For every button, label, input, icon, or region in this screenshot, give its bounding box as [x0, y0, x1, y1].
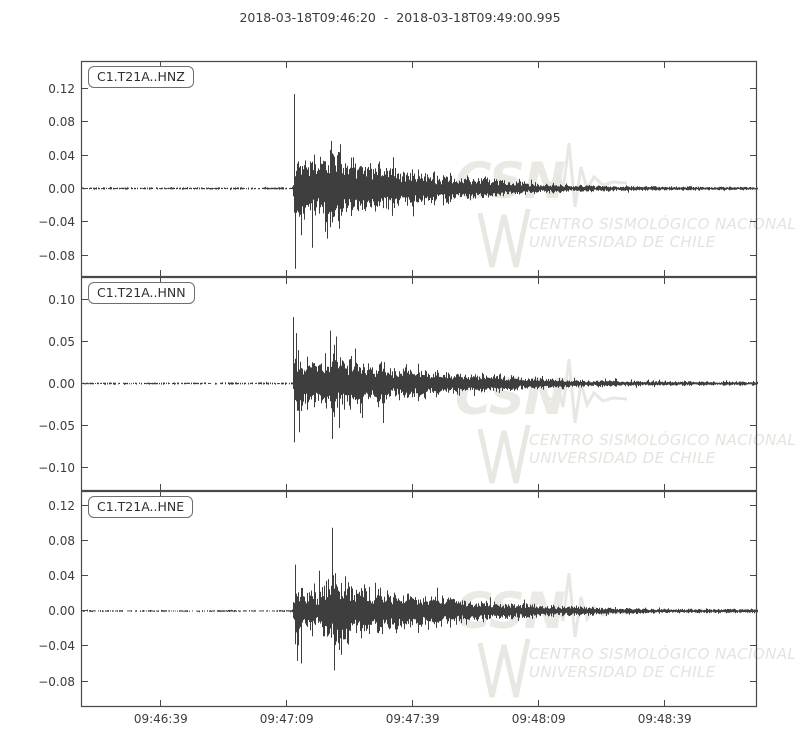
y-tick-label: −0.10	[38, 460, 75, 475]
figure-title: 2018-03-18T09:46:20 - 2018-03-18T09:49:0…	[239, 10, 561, 25]
x-tick-label: 09:48:09	[511, 712, 566, 726]
y-tick-label: 0.04	[48, 568, 75, 583]
trace-id-label-hne: C1.T21A..HNE	[88, 496, 194, 518]
y-tick-label: 0.10	[48, 292, 75, 307]
x-tick-label: 09:48:39	[637, 712, 692, 726]
trace-id-label-hnn: C1.T21A..HNN	[88, 282, 195, 304]
y-tick-label: −0.04	[38, 214, 75, 229]
y-tick-label: −0.08	[38, 674, 75, 689]
y-tick-label: 0.08	[48, 533, 75, 548]
y-tick-label: 0.12	[48, 498, 75, 513]
trace-id-label-hnz: C1.T21A..HNZ	[88, 66, 194, 88]
y-tick-label: 0.00	[48, 181, 75, 196]
y-tick-label: 0.08	[48, 114, 75, 129]
x-tick-label: 09:46:39	[133, 712, 188, 726]
y-tick-label: 0.04	[48, 148, 75, 163]
y-tick-label: 0.12	[48, 81, 75, 96]
y-tick-label: 0.00	[48, 376, 75, 391]
y-tick-label: 0.00	[48, 603, 75, 618]
x-tick-label: 09:47:39	[385, 712, 440, 726]
y-tick-label: −0.04	[38, 638, 75, 653]
y-tick-label: −0.08	[38, 248, 75, 263]
x-tick-label: 09:47:09	[259, 712, 314, 726]
y-tick-label: 0.05	[48, 334, 75, 349]
y-tick-label: −0.05	[38, 418, 75, 433]
